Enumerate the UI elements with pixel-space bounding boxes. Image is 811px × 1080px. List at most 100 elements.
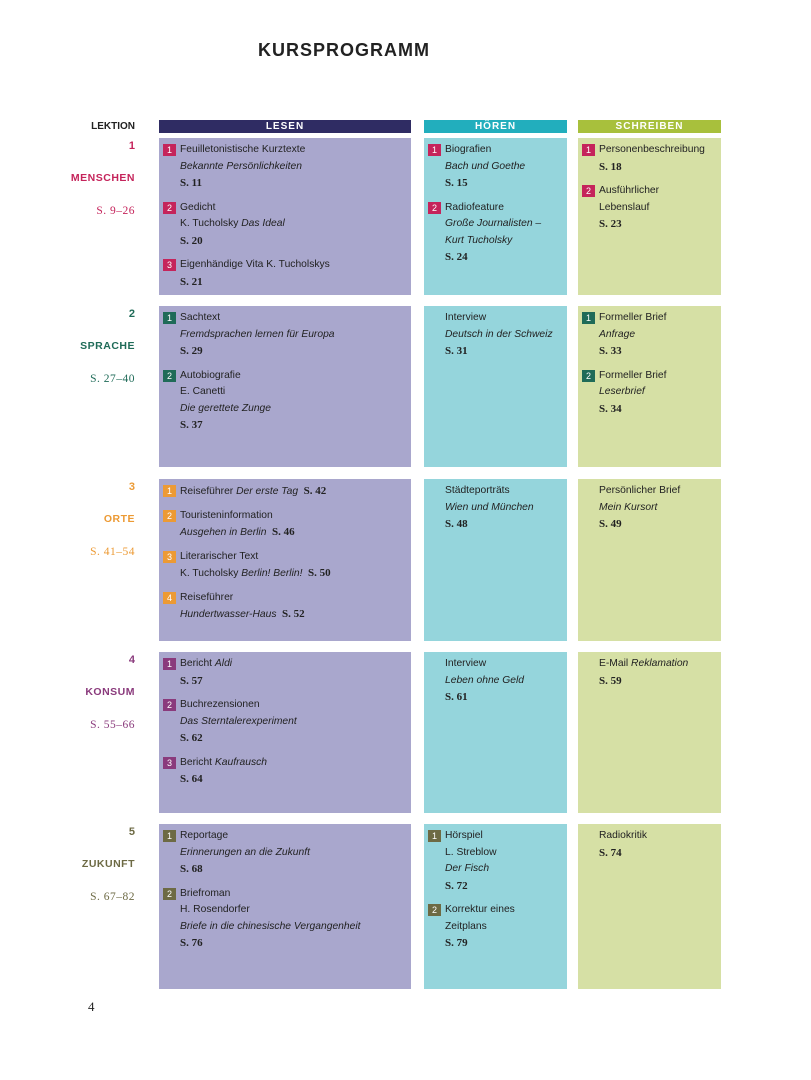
text-line: S. 18 — [599, 159, 717, 177]
page-ref: S. 34 — [599, 402, 622, 415]
number-badge: 1 — [582, 312, 595, 324]
text-line: S. 74 — [599, 845, 717, 863]
text-line: Leserbrief — [599, 384, 717, 401]
number-badge: 2 — [163, 699, 176, 711]
page-ref: S. 33 — [599, 345, 622, 357]
text-line: Reiseführer Der erste Tag S. 42 — [180, 483, 407, 501]
text: Lebenslauf — [599, 201, 650, 213]
cell: Persönlicher Brief Mein Kursort S. 49 — [578, 479, 721, 641]
number-badge: 2 — [163, 201, 176, 214]
text: Eigenhändige Vita K. Tucholskys — [180, 259, 330, 270]
entry: 2 Autobiografie E. Canetti Die gerettete Zu… — [163, 368, 407, 435]
lektion-pages: S. 55–66 — [90, 719, 135, 731]
entry: 2 Formeller Brief Leserbrief S. 34 — [582, 368, 717, 419]
number-badge: 3 — [163, 259, 176, 271]
text-line: Städteporträts — [445, 483, 563, 500]
text-line: Große Journalisten – — [445, 216, 563, 233]
text-line: Formeller Brief — [599, 368, 717, 385]
entry: 3 Bericht Kaufrausch S. 64 — [163, 755, 407, 789]
text-line: S. 23 — [599, 216, 717, 234]
lektion-number: 3 — [128, 481, 135, 493]
text-line: S. 37 — [180, 417, 407, 435]
number-badge: 2 — [428, 201, 441, 214]
cell: 1 Personenbeschreibung S. 18 2 Ausführlicher… — [578, 138, 721, 295]
cell: 1 Formeller Brief Anfrage S. 33 2 Formeller B… — [578, 306, 721, 467]
text-line: Reportage — [180, 828, 407, 845]
text-line: Radiofeature — [445, 200, 563, 217]
entry: 2 Touristeninformation Ausgehen in Berlin … — [163, 508, 407, 542]
text: Buchrezensionen — [180, 699, 260, 710]
page-ref: S. 48 — [445, 518, 468, 530]
cell: 1 Feuilletonistische Kurztexte Bekannte Pe… — [159, 138, 411, 295]
text-line: Mein Kursort — [599, 500, 717, 517]
text-line: Persönlicher Brief — [599, 483, 717, 500]
number-badge: 1 — [163, 830, 176, 842]
cell: 1 Sachtext Fremdsprachen lernen für Europa… — [159, 306, 411, 467]
text: Briefroman — [180, 887, 231, 899]
entry: 2 Briefroman H. Rosendorfer Briefe in die c… — [163, 886, 407, 953]
text-line: S. 48 — [445, 516, 563, 534]
text: Feuilletonistische Kurztexte — [180, 144, 306, 155]
text-line: Fremdsprachen lernen für Europa — [180, 327, 407, 344]
cell: 1 Hörspiel L. Streblow Der Fisch S. 72 2 Korre… — [424, 824, 567, 989]
entry: 1 Sachtext Fremdsprachen lernen für Europa… — [163, 310, 407, 361]
title-text: Leserbrief — [599, 386, 645, 397]
text: E-Mail — [599, 658, 632, 669]
entry: 2 Radiofeature Große Journalisten – Kurt Tu… — [428, 200, 563, 267]
cell: 1 Biografien Bach und Goethe S. 15 2 Radiofea… — [424, 138, 567, 295]
number-badge: 1 — [163, 485, 176, 497]
title-text: Der Fisch — [445, 863, 490, 874]
number-badge: 2 — [582, 185, 595, 197]
text-line: Radiokritik — [599, 828, 717, 845]
title-text: Leben ohne Geld — [445, 674, 525, 686]
page-ref: S. 20 — [180, 234, 203, 247]
entry: 1 Formeller Brief Anfrage S. 33 — [582, 310, 717, 361]
entry: 3 Literarischer Text K. Tucholsky Berlin! … — [163, 549, 407, 583]
page-ref: S. 50 — [302, 567, 331, 579]
entry: 3 Eigenhändige Vita K. Tucholskys S. 21 — [163, 257, 407, 291]
lektion-pages: S. 67–82 — [90, 891, 135, 903]
text-line: S. 61 — [445, 689, 563, 707]
text: H. Rosendorfer — [180, 904, 250, 915]
lektion-number: 4 — [128, 654, 135, 666]
text: Städteporträts — [445, 485, 510, 496]
number-badge: 1 — [163, 144, 176, 156]
page-ref: S. 57 — [180, 674, 203, 687]
page-ref: S. 31 — [445, 345, 468, 357]
text: Radiofeature — [445, 201, 504, 213]
page-ref: S. 24 — [445, 251, 468, 263]
text-line: Biografien — [445, 142, 563, 159]
cell: Interview Deutsch in der Schweiz S. 31 — [424, 306, 567, 467]
text-line: H. Rosendorfer — [180, 902, 407, 919]
text-line: S. 49 — [599, 516, 717, 534]
column-header: HÖREN — [424, 120, 567, 133]
lektion-header: LEKTION — [91, 121, 135, 132]
entry: 1 Personenbeschreibung S. 18 — [582, 142, 717, 176]
title-text: Anfrage — [599, 328, 636, 340]
cell: 1 Bericht Aldi S. 57 2 Buchrezensionen Das St… — [159, 652, 411, 813]
text-line: S. 24 — [445, 249, 563, 267]
cell: 1 Reportage Erinnerungen an die Zukunft S. … — [159, 824, 411, 989]
lektion-number: 2 — [128, 308, 135, 320]
number-badge: 1 — [428, 830, 441, 842]
lektion-name: ORTE — [103, 513, 135, 525]
page-ref: S. 62 — [180, 732, 203, 744]
title-text: Kurt Tucholsky — [445, 234, 513, 246]
text-line: S. 11 — [180, 175, 407, 193]
page-title: KURSPROGRAMM — [258, 40, 430, 60]
entry: 1 Biografien Bach und Goethe S. 15 — [428, 142, 563, 193]
text-line: S. 20 — [180, 233, 407, 251]
text-line: S. 31 — [445, 343, 563, 361]
text-line: Bekannte Persönlichkeiten — [180, 159, 407, 176]
text-line: Ausgehen in Berlin S. 46 — [180, 524, 407, 542]
lektion-number: 5 — [128, 826, 135, 838]
text: Zeitplans — [445, 920, 487, 932]
page-ref: S. 79 — [445, 937, 468, 949]
title-text: Das Ideal — [241, 218, 285, 229]
entry: Radiokritik S. 74 — [582, 828, 717, 862]
page-ref: S. 21 — [180, 275, 203, 288]
entry: Städteporträts Wien und München S. 48 — [428, 483, 563, 534]
cell: E-Mail Reklamation S. 59 — [578, 652, 721, 813]
page-ref: S. 64 — [180, 773, 203, 785]
text-line: Leben ohne Geld — [445, 673, 563, 690]
